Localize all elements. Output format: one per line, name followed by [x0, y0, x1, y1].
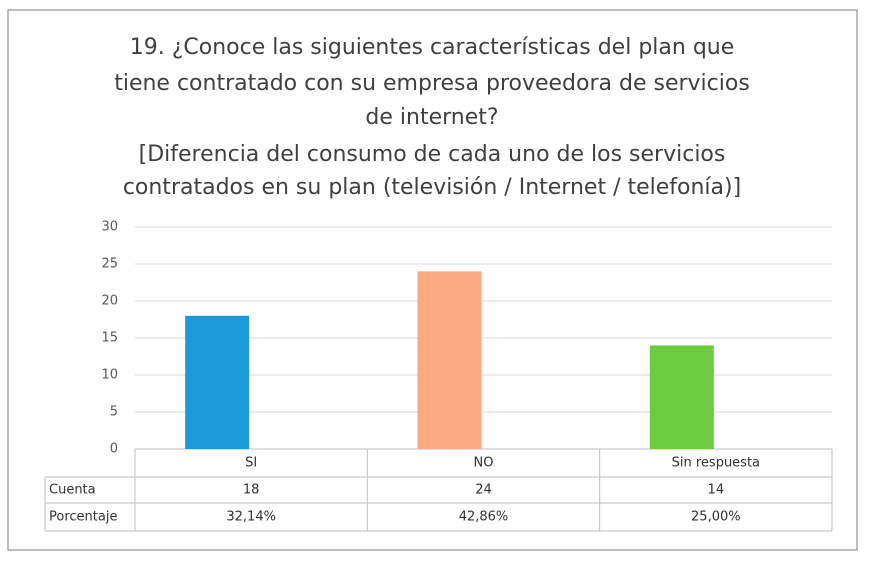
chart-title: contratados en su plan (televisión / Int…	[123, 175, 741, 200]
row-label: Porcentaje	[49, 510, 117, 525]
chart-title: [Diferencia del consumo de cada uno de l…	[139, 142, 726, 167]
table-value: 18	[243, 483, 260, 498]
y-tick-label: 5	[110, 405, 118, 420]
table-value: 14	[708, 483, 725, 498]
table-percentage: 25,00%	[691, 510, 741, 525]
x-tick-label: SI	[245, 456, 257, 471]
x-tick-label: Sin respuesta	[672, 456, 760, 471]
y-tick-label: 20	[101, 294, 118, 309]
chart-title: tiene contratado con su empresa proveedo…	[114, 71, 750, 96]
x-tick-label: NO	[474, 456, 494, 471]
bar	[185, 315, 250, 449]
y-tick-label: 15	[101, 331, 118, 346]
chart-title: 19. ¿Conoce las siguientes característic…	[130, 35, 735, 60]
bar	[649, 345, 714, 449]
bar	[417, 271, 482, 449]
y-tick-label: 0	[110, 442, 118, 457]
table-percentage: 32,14%	[226, 510, 276, 525]
chart-title: de internet?	[365, 105, 498, 130]
row-label: Cuenta	[49, 483, 96, 498]
y-tick-label: 10	[101, 368, 118, 383]
table-value: 24	[475, 483, 492, 498]
table-percentage: 42,86%	[459, 510, 509, 525]
y-tick-label: 30	[101, 220, 118, 235]
y-tick-label: 25	[101, 257, 118, 272]
